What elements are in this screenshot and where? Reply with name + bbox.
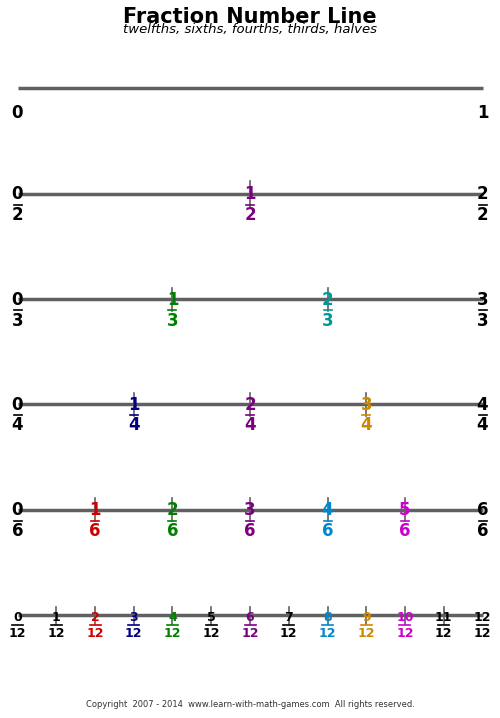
Text: 5: 5 xyxy=(399,501,410,519)
Text: 7: 7 xyxy=(284,611,293,624)
Text: 4: 4 xyxy=(128,416,140,434)
Text: 6: 6 xyxy=(166,522,178,540)
Text: 3: 3 xyxy=(476,291,488,309)
Text: 0: 0 xyxy=(12,185,23,203)
Text: 6: 6 xyxy=(90,522,101,540)
Text: 10: 10 xyxy=(396,611,413,624)
Text: 2: 2 xyxy=(12,206,24,224)
Text: 1: 1 xyxy=(90,501,101,519)
Text: 6: 6 xyxy=(244,522,256,540)
Text: 2: 2 xyxy=(476,185,488,203)
Text: 6: 6 xyxy=(246,611,254,624)
Text: Fraction Number Line: Fraction Number Line xyxy=(123,7,377,27)
Text: twelfths, sixths, fourths, thirds, halves: twelfths, sixths, fourths, thirds, halve… xyxy=(123,23,377,36)
Text: 12: 12 xyxy=(125,627,142,640)
Text: 0: 0 xyxy=(12,396,23,414)
Text: 12: 12 xyxy=(86,627,104,640)
Text: 4: 4 xyxy=(244,416,256,434)
Text: 12: 12 xyxy=(396,627,413,640)
Text: 9: 9 xyxy=(362,611,370,624)
Text: 1: 1 xyxy=(52,611,60,624)
Text: 12: 12 xyxy=(280,627,297,640)
Text: 2: 2 xyxy=(476,206,488,224)
Text: 12: 12 xyxy=(48,627,65,640)
Text: 0: 0 xyxy=(12,291,23,309)
Text: 12: 12 xyxy=(319,627,336,640)
Text: 1: 1 xyxy=(166,291,178,309)
Text: 1: 1 xyxy=(244,185,256,203)
Text: 1: 1 xyxy=(477,104,488,122)
Text: 2: 2 xyxy=(244,396,256,414)
Text: 2: 2 xyxy=(322,291,334,309)
Text: Copyright  2007 - 2014  www.learn-with-math-games.com  All rights reserved.: Copyright 2007 - 2014 www.learn-with-mat… xyxy=(86,700,414,709)
Text: 0: 0 xyxy=(12,501,23,519)
Text: 0: 0 xyxy=(12,104,23,122)
Text: 3: 3 xyxy=(476,312,488,330)
Text: 12: 12 xyxy=(202,627,220,640)
Text: 4: 4 xyxy=(322,501,334,519)
Text: 4: 4 xyxy=(476,416,488,434)
Text: 2: 2 xyxy=(244,206,256,224)
Text: 4: 4 xyxy=(476,396,488,414)
Text: 6: 6 xyxy=(399,522,410,540)
Text: 3: 3 xyxy=(244,501,256,519)
Text: 3: 3 xyxy=(130,611,138,624)
Text: 12: 12 xyxy=(358,627,375,640)
Text: 6: 6 xyxy=(477,501,488,519)
Text: 12: 12 xyxy=(474,611,491,624)
Text: 2: 2 xyxy=(166,501,178,519)
Text: 6: 6 xyxy=(12,522,23,540)
Text: 12: 12 xyxy=(435,627,452,640)
Text: 4: 4 xyxy=(12,416,24,434)
Text: 8: 8 xyxy=(323,611,332,624)
Text: 4: 4 xyxy=(168,611,177,624)
Text: 3: 3 xyxy=(322,312,334,330)
Text: 2: 2 xyxy=(90,611,100,624)
Text: 3: 3 xyxy=(166,312,178,330)
Text: 6: 6 xyxy=(322,522,334,540)
Text: 3: 3 xyxy=(360,396,372,414)
Text: 3: 3 xyxy=(12,312,24,330)
Text: 0: 0 xyxy=(13,611,22,624)
Text: 5: 5 xyxy=(207,611,216,624)
Text: 12: 12 xyxy=(241,627,259,640)
Text: 1: 1 xyxy=(128,396,140,414)
Text: 6: 6 xyxy=(477,522,488,540)
Text: 12: 12 xyxy=(9,627,26,640)
Text: 4: 4 xyxy=(360,416,372,434)
Text: 11: 11 xyxy=(435,611,452,624)
Text: 12: 12 xyxy=(164,627,181,640)
Text: 12: 12 xyxy=(474,627,491,640)
